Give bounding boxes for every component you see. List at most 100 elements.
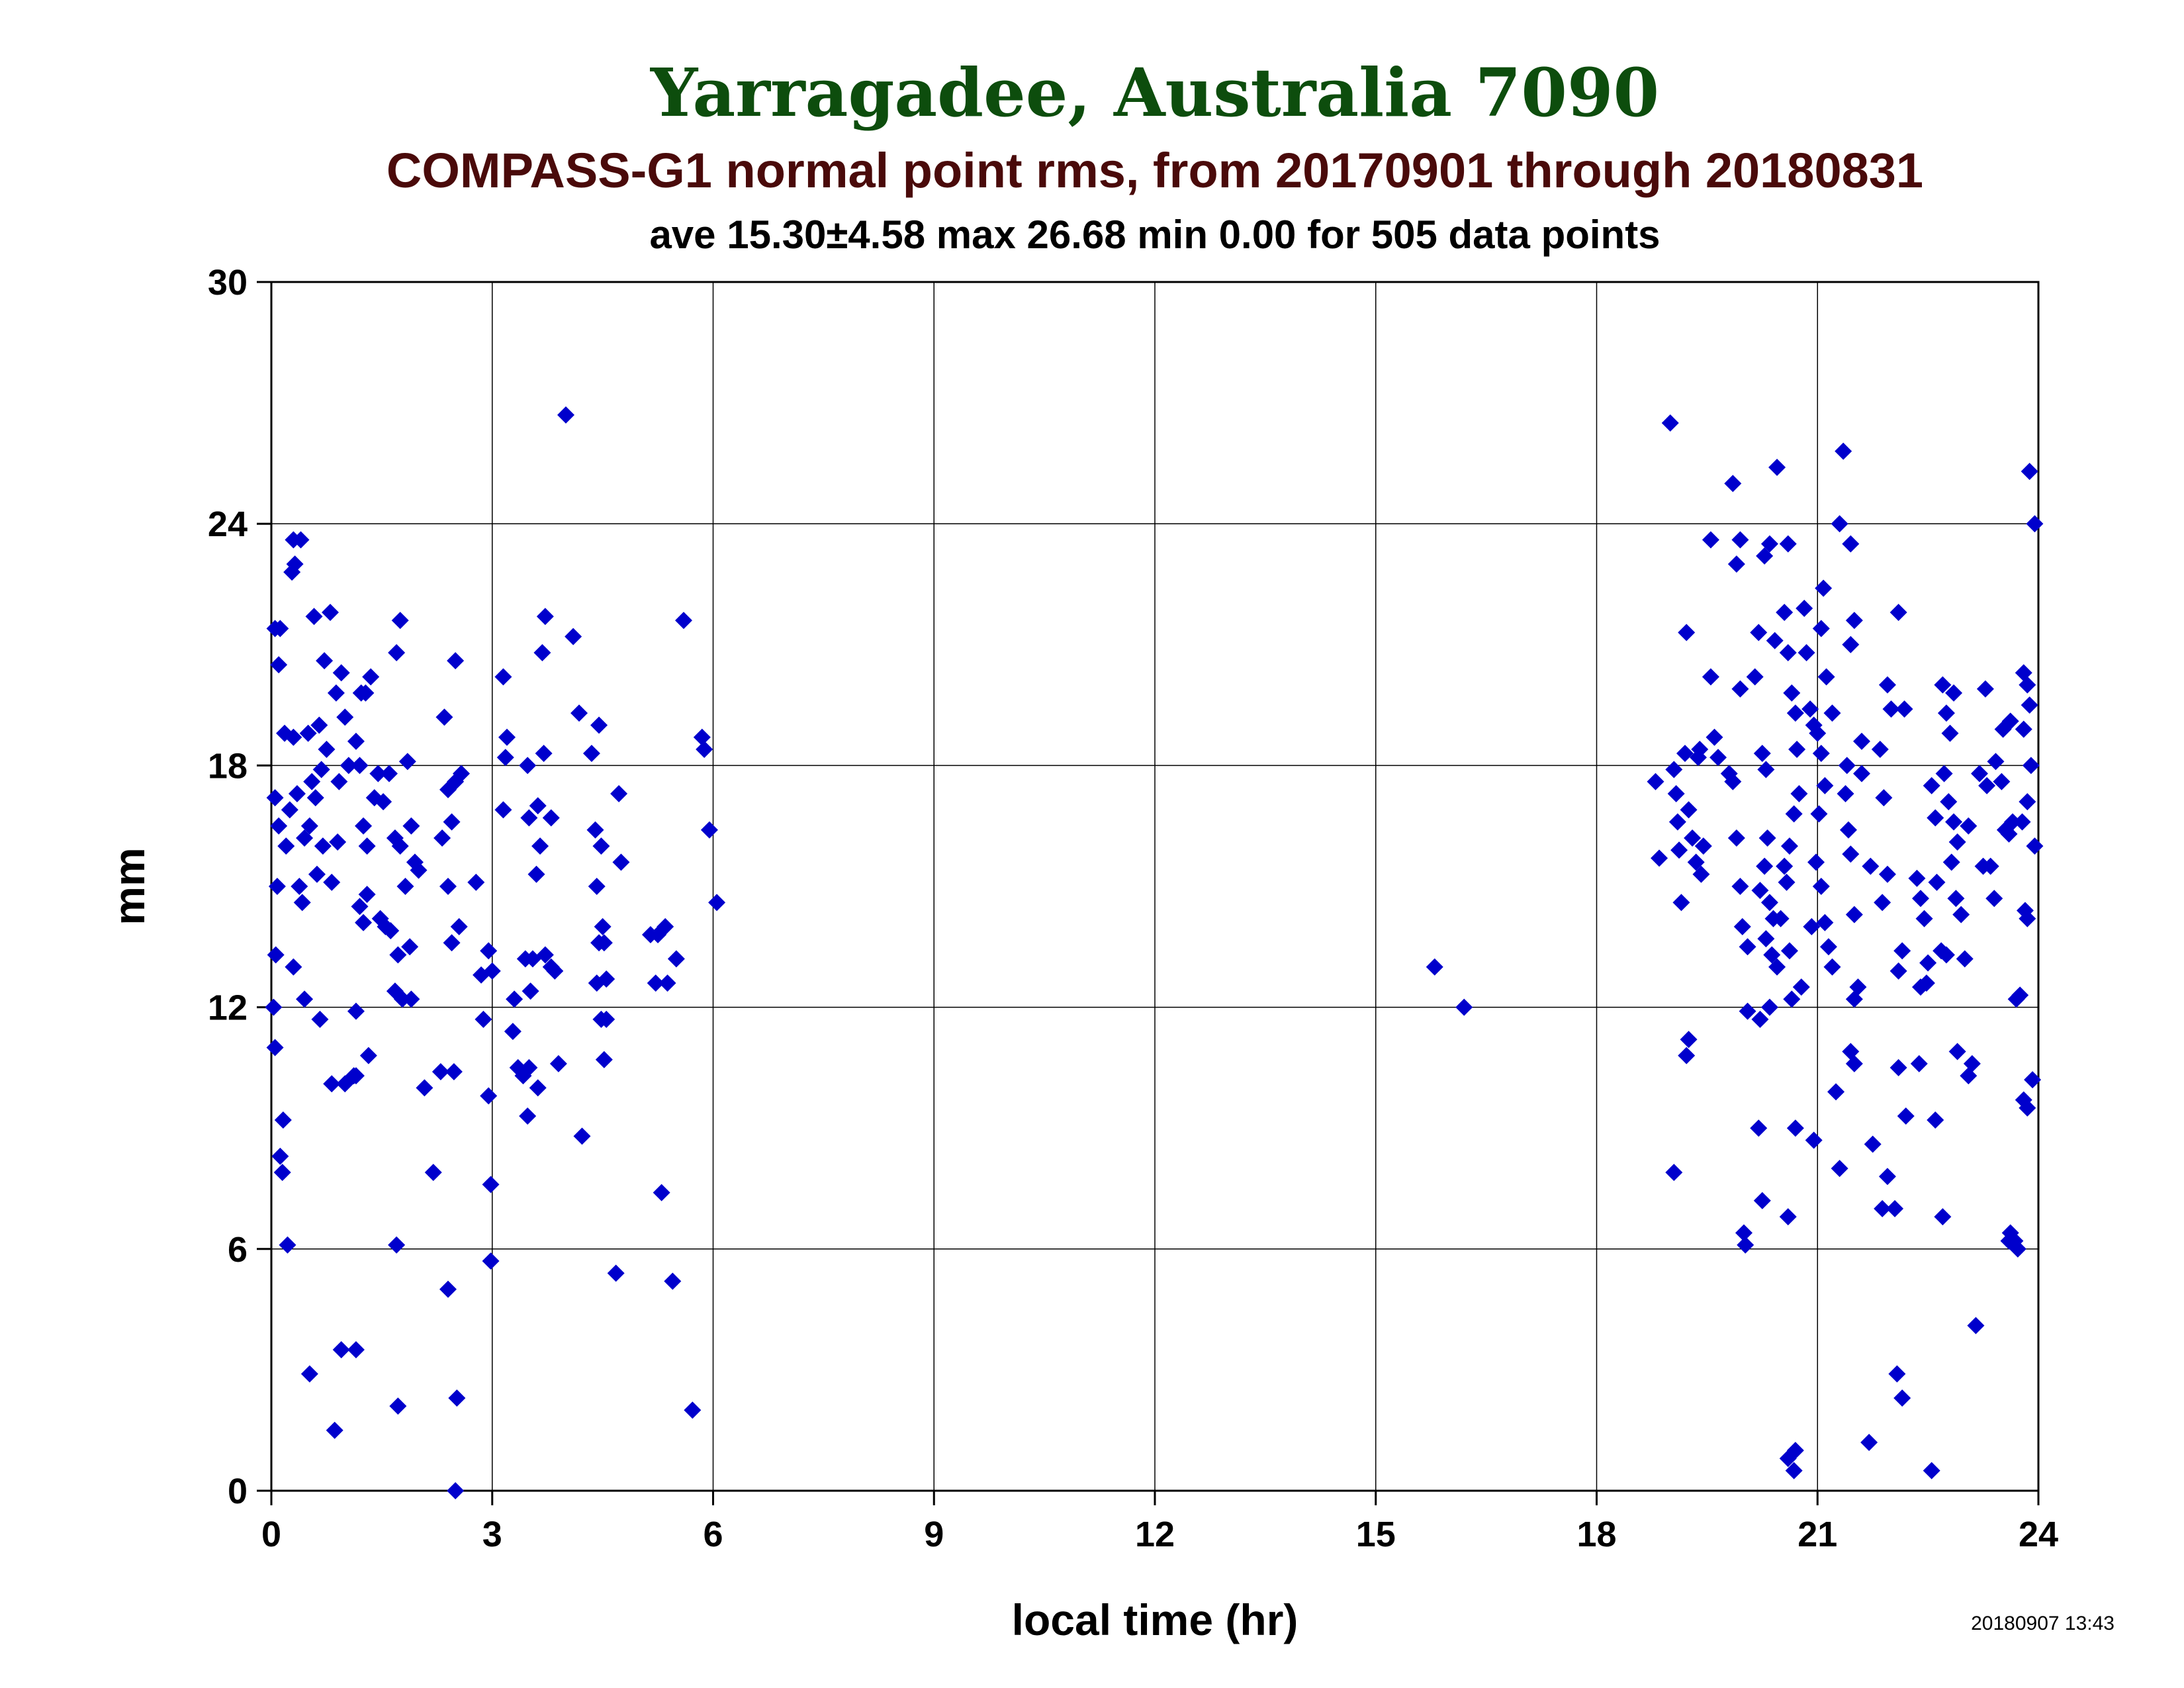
- data-point: [310, 716, 328, 734]
- data-point: [516, 950, 534, 968]
- data-point: [1987, 753, 2005, 771]
- data-point: [1760, 998, 1778, 1016]
- data-point: [273, 1164, 291, 1182]
- data-point: [303, 773, 321, 790]
- data-point: [1845, 1055, 1863, 1072]
- data-point: [546, 962, 564, 980]
- data-point: [2013, 813, 2031, 831]
- data-point: [286, 555, 304, 573]
- data-point: [326, 1421, 343, 1439]
- data-point: [667, 950, 685, 968]
- data-point: [659, 974, 676, 992]
- data-point: [1706, 728, 1723, 746]
- x-tick-label: 12: [1135, 1515, 1175, 1554]
- data-point: [1897, 1107, 1915, 1125]
- data-point: [1785, 1462, 1803, 1479]
- data-point: [1776, 604, 1794, 622]
- data-point: [391, 612, 409, 630]
- data-point: [1839, 821, 1857, 839]
- data-point: [693, 728, 711, 746]
- x-tick-label: 0: [261, 1515, 281, 1554]
- data-point: [1875, 789, 1893, 807]
- data-point: [1827, 1083, 1845, 1101]
- data-point: [450, 917, 468, 935]
- data-point: [1823, 958, 1841, 976]
- data-point: [271, 620, 289, 637]
- data-point: [647, 974, 664, 992]
- data-point: [610, 785, 628, 803]
- data-point: [482, 1252, 500, 1270]
- data-point: [612, 853, 630, 871]
- data-point: [1889, 1058, 1907, 1076]
- data-point: [351, 898, 369, 915]
- data-point: [359, 1047, 377, 1064]
- data-point: [696, 741, 713, 759]
- data-point: [494, 801, 512, 819]
- data-point: [439, 1280, 457, 1298]
- data-point: [1831, 515, 1848, 533]
- data-point: [1788, 741, 1806, 759]
- data-point: [416, 1079, 433, 1097]
- data-point: [1733, 917, 1751, 935]
- data-point: [266, 789, 284, 807]
- data-point: [1757, 930, 1775, 948]
- x-axis-label: local time (hr): [1012, 1595, 1298, 1644]
- data-point: [323, 873, 341, 891]
- data-point: [1687, 853, 1705, 871]
- data-point: [389, 946, 407, 964]
- data-point: [1878, 676, 1896, 694]
- data-point: [2009, 1240, 2026, 1258]
- data-point: [664, 1272, 682, 1290]
- data-point: [1934, 1208, 1952, 1226]
- data-point: [1684, 829, 1702, 847]
- data-point: [1785, 805, 1803, 823]
- data-point: [1842, 845, 1860, 863]
- data-point: [340, 757, 357, 774]
- data-point: [358, 837, 376, 855]
- data-point: [336, 708, 354, 726]
- data-point: [1945, 813, 1963, 831]
- data-point: [306, 789, 324, 807]
- data-point: [535, 745, 553, 763]
- data-point: [1960, 817, 1978, 835]
- data-point: [296, 990, 314, 1008]
- data-point: [1702, 668, 1719, 686]
- data-point: [467, 873, 485, 891]
- data-point: [1812, 620, 1830, 637]
- data-point: [1783, 684, 1801, 702]
- data-point: [1889, 962, 1907, 980]
- data-point: [1735, 1224, 1752, 1242]
- chart-subtitle: COMPASS-G1 normal point rms, from 201709…: [387, 143, 1923, 198]
- x-tick-label: 9: [924, 1515, 944, 1554]
- data-point: [1665, 1164, 1683, 1182]
- data-point: [447, 1482, 465, 1499]
- data-point: [318, 741, 336, 759]
- data-point: [1746, 668, 1764, 686]
- grid-lines: [271, 281, 2039, 1491]
- data-point: [312, 761, 330, 778]
- data-point: [1923, 1462, 1940, 1479]
- data-point: [1790, 785, 1808, 803]
- data-point: [1756, 547, 1774, 565]
- data-point: [1915, 910, 1933, 927]
- data-point: [536, 946, 554, 964]
- data-point: [1945, 684, 1963, 702]
- data-point: [475, 1010, 492, 1028]
- data-point: [598, 970, 615, 988]
- data-point: [529, 797, 547, 815]
- data-point: [1853, 732, 1870, 750]
- data-point: [1985, 890, 2003, 908]
- data-point: [1694, 837, 1712, 855]
- data-point: [1845, 906, 1863, 923]
- data-point: [300, 1365, 318, 1383]
- data-point: [1792, 978, 1810, 996]
- data-point: [1426, 958, 1443, 976]
- data-point: [277, 837, 295, 855]
- data-point: [570, 704, 588, 722]
- data-point: [1647, 773, 1664, 790]
- data-point: [573, 1127, 591, 1145]
- data-point: [1912, 890, 1929, 908]
- data-point: [1927, 1111, 1944, 1129]
- data-point: [330, 773, 348, 790]
- data-point: [432, 1062, 449, 1080]
